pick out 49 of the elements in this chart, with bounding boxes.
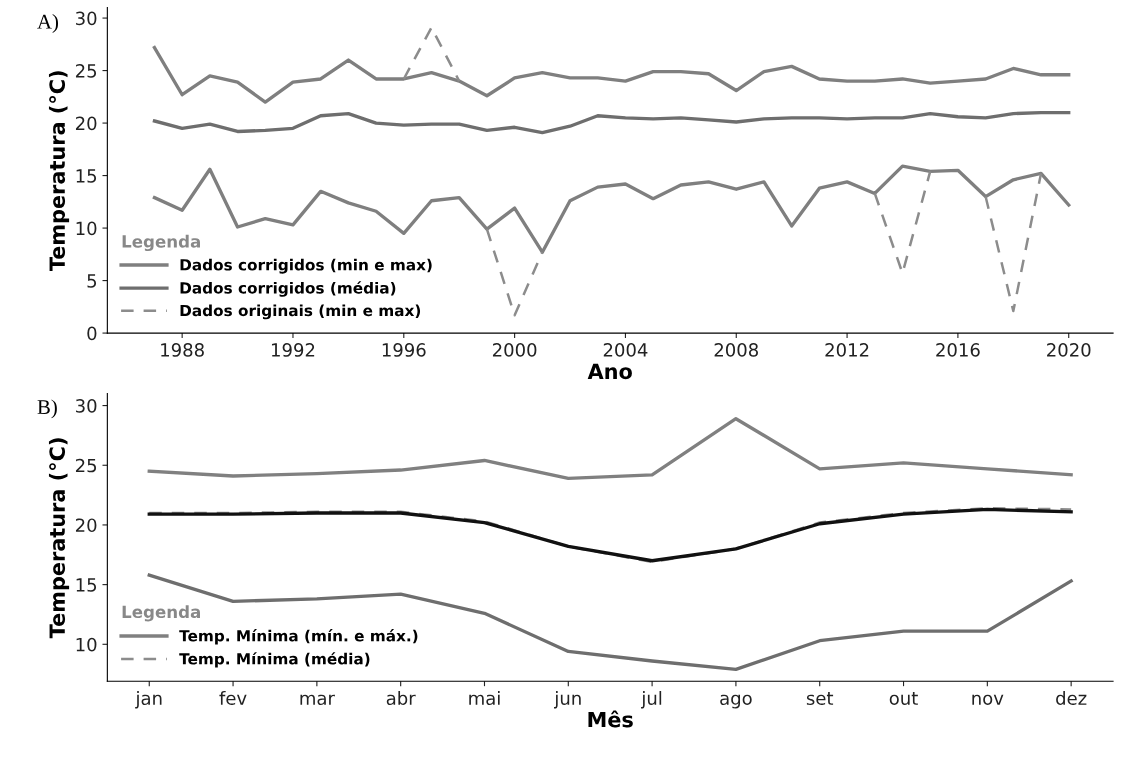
x-tick-label: jul [641, 691, 662, 709]
y-tick-label: 15 [76, 169, 97, 183]
x-tick-label: mai [469, 691, 500, 705]
x-tick-label: 1988 [161, 343, 204, 357]
x-tick-label: 2012 [825, 343, 869, 357]
y-tick-label: 15 [76, 578, 97, 592]
x-tick-label: ago [720, 694, 752, 709]
y-tick-label: 20 [75, 518, 97, 533]
text: A) [37, 14, 59, 33]
legend-label: Temp. Mínima (mín. e máx.) [179, 629, 418, 645]
legend-label: Dados corrigidos (média) [180, 281, 396, 297]
y-tick-label: 25 [75, 64, 97, 78]
x-tick-label: nov [972, 694, 1004, 705]
x-tick-label: fev [219, 691, 247, 705]
x-tick-label: jun [554, 691, 581, 709]
y-tick-label: 30 [76, 399, 97, 413]
y-axis-title: Temperatura (°C) [48, 71, 70, 272]
legend-label: Dados corrigidos (min e max) [180, 258, 432, 274]
y-tick-label: 5 [87, 274, 97, 288]
legend-label: Temp. Mínima (média) [179, 652, 370, 668]
y-tick-label: 30 [76, 11, 97, 26]
y-axis-title: Temperatura (°C) [48, 438, 70, 639]
y-tick-label: 20 [75, 116, 97, 131]
line-series [147, 417, 1073, 481]
x-tick-label: 2020 [1047, 343, 1091, 357]
x-tick-label: jan [135, 691, 162, 709]
x-tick-label: set [806, 692, 834, 705]
line-series [152, 110, 1071, 135]
x-tick-label: 2008 [714, 343, 758, 357]
y-tick-label: 25 [75, 458, 97, 473]
x-tick-label: mar [300, 694, 335, 705]
x-tick-label: 2000 [492, 343, 537, 357]
x-tick-label: 1996 [382, 343, 426, 357]
x-tick-label: 1992 [271, 343, 315, 357]
y-tick-label: 0 [87, 326, 97, 341]
x-tick-label: abr [386, 691, 416, 705]
legend-title: Legenda [122, 605, 200, 622]
x-axis-title: Ano [587, 363, 632, 380]
x-tick-label: dez [1056, 691, 1087, 705]
legend-title: Legenda [122, 234, 200, 252]
x-tick-label: 2016 [936, 343, 980, 357]
legend-label: Dados originais (min e max) [180, 304, 421, 320]
line-series [152, 45, 1071, 104]
x-tick-label: out [889, 692, 918, 705]
x-tick-label: 2004 [603, 343, 648, 357]
y-tick-label: 10 [76, 637, 97, 652]
text: B) [37, 399, 57, 419]
y-tick-label: 10 [76, 221, 97, 236]
x-axis-title: Mês [588, 710, 633, 728]
